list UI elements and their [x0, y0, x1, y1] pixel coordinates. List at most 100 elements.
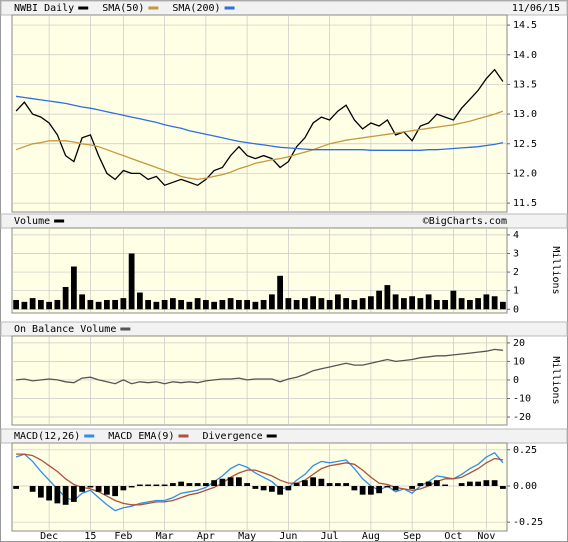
y-tick-label: 0.25	[513, 445, 537, 456]
bar	[417, 483, 424, 486]
bar	[95, 485, 102, 492]
x-tick-label: May	[238, 531, 256, 542]
bar	[54, 485, 61, 504]
bar	[301, 480, 308, 486]
bar	[318, 298, 325, 310]
bar	[466, 481, 473, 486]
x-tick-label: Dec	[40, 531, 58, 542]
bar	[128, 485, 135, 488]
bar	[13, 299, 20, 310]
plot-area	[11, 227, 508, 314]
bar	[79, 485, 86, 492]
y-tick-label: 0.00	[513, 481, 537, 492]
bar	[384, 285, 391, 310]
bar	[392, 294, 399, 310]
bar	[450, 290, 457, 310]
y-tick-label: -20	[513, 412, 531, 423]
bar	[136, 292, 143, 310]
bar	[475, 298, 482, 310]
plot-area	[11, 335, 508, 426]
bar	[483, 480, 490, 486]
bar	[219, 478, 226, 486]
legend-label: Divergence	[202, 431, 262, 442]
bar	[194, 298, 201, 310]
bar	[169, 298, 176, 310]
bar	[343, 483, 350, 486]
bar	[268, 294, 275, 310]
x-tick-label: 15	[84, 531, 96, 542]
y-tick-label: 12.5	[513, 139, 537, 150]
plot-area	[11, 442, 508, 532]
y-tick-label: 12.0	[513, 168, 537, 179]
y-tick-label: 4	[513, 230, 519, 241]
bar	[227, 477, 234, 486]
bar	[252, 301, 259, 310]
bar	[293, 483, 300, 486]
bar	[112, 299, 119, 310]
bar	[37, 485, 44, 498]
y-tick-label: 13.0	[513, 109, 537, 120]
bar	[103, 485, 110, 495]
bar	[351, 485, 358, 491]
bar	[433, 299, 440, 310]
x-tick-label: Jun	[279, 531, 297, 542]
bar	[483, 294, 490, 310]
bar	[153, 484, 160, 486]
bar	[186, 483, 193, 486]
bar	[293, 299, 300, 310]
legend-label: MACD(12,26)	[14, 431, 80, 442]
bar	[252, 485, 259, 489]
y-tick-label: -10	[513, 393, 531, 404]
bar	[153, 301, 160, 310]
bar	[219, 299, 226, 310]
bar	[128, 253, 135, 310]
bar	[194, 483, 201, 486]
bar	[277, 485, 284, 495]
y-tick-label: 20	[513, 338, 525, 349]
bar	[79, 294, 86, 310]
bar	[112, 485, 119, 497]
bar	[499, 301, 506, 310]
bar	[244, 483, 251, 486]
bar	[491, 296, 498, 310]
bar	[62, 286, 69, 310]
y-tick-label: 10	[513, 356, 525, 367]
y-tick-label: 0	[513, 304, 519, 315]
bar	[400, 298, 407, 310]
bar	[136, 484, 143, 486]
bar	[13, 485, 20, 489]
bar	[425, 294, 432, 310]
bar	[367, 485, 374, 495]
bar	[178, 481, 185, 486]
bar	[37, 299, 44, 310]
bar	[310, 477, 317, 486]
x-tick-label: Feb	[114, 531, 132, 542]
bar	[351, 299, 358, 310]
bar	[268, 485, 275, 492]
legend-label: On Balance Volume	[14, 324, 116, 335]
bar	[120, 485, 127, 491]
x-tick-label: Jul	[321, 531, 339, 542]
bar	[178, 299, 185, 310]
y-tick-label: -0.25	[513, 517, 543, 528]
legend-label: MACD EMA(9)	[108, 431, 174, 442]
bar	[277, 275, 284, 310]
bar	[334, 483, 341, 486]
legend-label: SMA(50)	[102, 3, 144, 14]
bar	[202, 483, 209, 486]
legend-label: NWBI Daily	[14, 3, 74, 14]
y-tick-label: 11.5	[513, 198, 537, 209]
bar	[227, 298, 234, 310]
x-tick-label: Aug	[362, 531, 380, 542]
bar	[202, 299, 209, 310]
bar	[46, 301, 53, 310]
bar	[318, 478, 325, 486]
bar	[458, 298, 465, 310]
y-tick-label: 14.0	[513, 50, 537, 61]
bar	[409, 485, 416, 489]
bar	[417, 298, 424, 310]
x-tick-label: Nov	[477, 531, 495, 542]
bar	[29, 485, 36, 492]
bar	[211, 301, 218, 310]
